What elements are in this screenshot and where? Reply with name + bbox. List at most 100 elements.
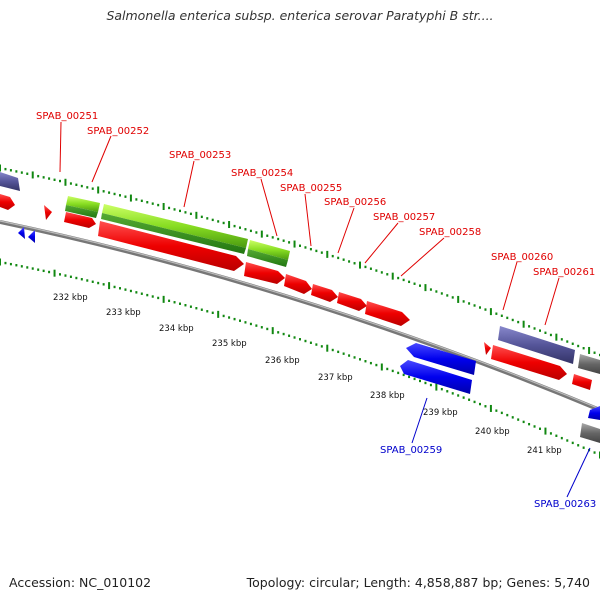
track-dot <box>304 246 307 249</box>
tick-labels: 232 kbp 233 kbp 234 kbp 235 kbp 236 kbp … <box>53 293 562 456</box>
track-dot <box>315 343 318 346</box>
track-dot <box>549 432 552 435</box>
forward-cds[interactable] <box>491 345 567 380</box>
track-dot <box>495 409 498 412</box>
track-dot <box>413 377 416 381</box>
track-dot <box>255 231 258 234</box>
reverse-cds[interactable] <box>28 230 35 243</box>
tick-label: 240 kbp <box>475 427 510 437</box>
forward-cds[interactable] <box>44 205 52 220</box>
track-dot <box>260 230 263 238</box>
track-dot <box>577 444 580 447</box>
rrna-feature[interactable] <box>248 240 290 260</box>
track-dot <box>364 360 367 363</box>
track-dot <box>479 306 481 309</box>
forward-cds[interactable] <box>284 274 312 294</box>
track-dot <box>146 201 149 204</box>
track-dot <box>129 289 132 293</box>
track-dot <box>4 261 7 265</box>
rrna-feature[interactable] <box>247 249 288 267</box>
gene-label[interactable]: SPAB_00263 <box>534 499 596 510</box>
genome-backbone-highlight <box>0 220 600 410</box>
gene-label[interactable]: SPAB_00255 <box>280 183 342 194</box>
gene-label[interactable]: SPAB_00259 <box>380 445 442 456</box>
rrna-feature[interactable] <box>101 213 246 254</box>
forward-cds[interactable] <box>337 292 367 311</box>
gene-label[interactable]: SPAB_00251 <box>36 111 98 122</box>
track-dot <box>577 344 580 348</box>
track-dot <box>539 329 541 332</box>
track-dot <box>162 203 165 211</box>
forward-cds[interactable] <box>0 194 15 210</box>
track-dot <box>304 339 307 343</box>
track-dot <box>69 275 72 278</box>
reverse-cds[interactable] <box>400 360 472 394</box>
track-dot <box>539 427 541 430</box>
gene-label[interactable]: SPAB_00260 <box>491 252 553 263</box>
gene-label[interactable]: SPAB_00254 <box>231 168 293 179</box>
gene-label[interactable]: SPAB_00252 <box>87 126 149 137</box>
gray-feature[interactable] <box>578 354 600 374</box>
track-dot <box>309 341 312 344</box>
track-dot <box>53 178 56 181</box>
track-dot <box>75 276 78 280</box>
track-dot <box>113 285 116 289</box>
track-dot <box>528 422 531 426</box>
tick-track <box>0 258 600 459</box>
track-dot <box>48 177 51 180</box>
tick-label: 233 kbp <box>106 308 141 318</box>
rrna-feature[interactable] <box>102 204 248 248</box>
purple-feature[interactable] <box>498 326 575 364</box>
track-dot <box>64 178 67 186</box>
track-dot <box>522 320 525 328</box>
track-dot <box>168 299 171 303</box>
gene-label[interactable]: SPAB_00257 <box>373 212 435 223</box>
track-dot <box>413 282 416 285</box>
track-dot <box>135 291 138 294</box>
reverse-cds[interactable] <box>406 343 476 375</box>
reverse-cds[interactable] <box>18 227 25 239</box>
forward-cds[interactable] <box>98 221 244 271</box>
track-dot <box>489 308 492 316</box>
track-dot <box>473 304 476 307</box>
forward-cds[interactable] <box>64 212 96 228</box>
track-dot <box>31 267 34 270</box>
track-dot <box>489 404 492 412</box>
gray-feature[interactable] <box>580 423 600 443</box>
track-dot <box>386 273 389 276</box>
gene-label[interactable]: SPAB_00256 <box>324 197 386 208</box>
track-dot <box>566 340 569 343</box>
gene-label[interactable]: SPAB_00253 <box>169 150 231 161</box>
forward-cds[interactable] <box>365 301 410 326</box>
tick-label: 232 kbp <box>53 293 88 303</box>
track-dot <box>435 383 438 391</box>
forward-cds[interactable] <box>572 374 592 390</box>
track-dot <box>206 217 209 220</box>
track-dot <box>342 258 345 261</box>
track-dot <box>260 326 263 329</box>
rrna-feature[interactable] <box>66 196 100 212</box>
track-dot <box>484 405 487 408</box>
rrna-feature[interactable] <box>65 205 98 218</box>
track-dot <box>462 396 465 399</box>
track-dot <box>228 316 231 319</box>
track-dot <box>233 224 236 228</box>
track-dot <box>86 279 89 282</box>
track-dot <box>309 247 312 251</box>
label-leaders <box>59 121 591 498</box>
map-title: Salmonella enterica subsp. enterica sero… <box>106 8 494 23</box>
gene-label[interactable]: SPAB_00258 <box>419 227 481 238</box>
track-dot <box>353 356 356 359</box>
track-dot <box>528 325 531 328</box>
reverse-cds[interactable] <box>588 406 600 420</box>
track-dot <box>69 182 72 185</box>
forward-cds[interactable] <box>484 342 491 355</box>
purple-feature[interactable] <box>0 172 20 191</box>
track-dot <box>566 439 569 442</box>
track-dot <box>9 262 12 266</box>
forward-cds[interactable] <box>311 284 338 302</box>
track-dot <box>129 194 132 202</box>
forward-cds[interactable] <box>244 262 285 284</box>
gene-label[interactable]: SPAB_00261 <box>533 267 595 278</box>
track-dot <box>435 290 438 293</box>
